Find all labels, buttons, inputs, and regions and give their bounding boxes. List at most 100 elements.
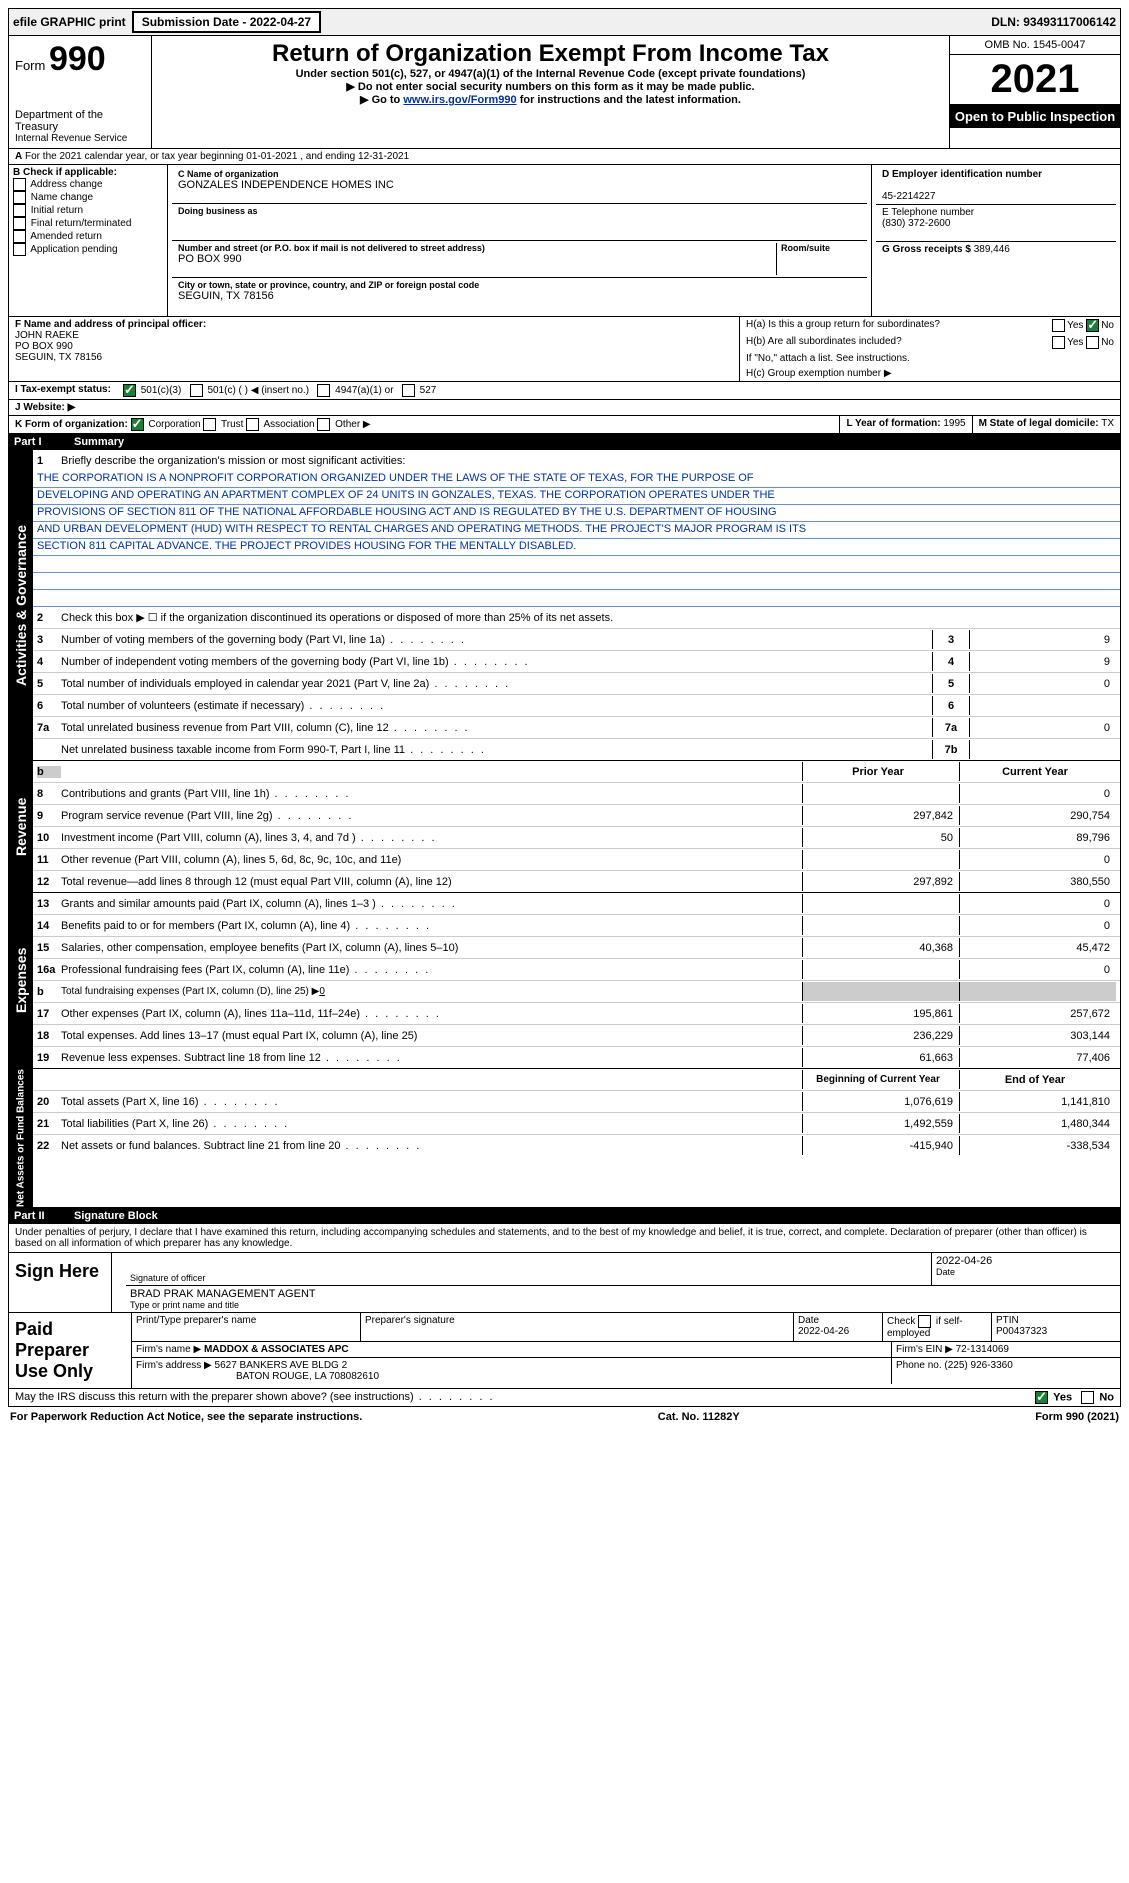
line22-prior: -415,940	[802, 1136, 959, 1155]
ha-yes[interactable]	[1052, 319, 1065, 332]
perjury-declaration: Under penalties of perjury, I declare th…	[8, 1224, 1121, 1253]
line3-val: 9	[970, 630, 1116, 649]
sign-here-block: Sign Here Signature of officer 2022-04-2…	[8, 1253, 1121, 1313]
line17-curr: 257,672	[959, 1004, 1116, 1023]
cb-self-employed[interactable]	[918, 1315, 931, 1328]
part1-bar: Part I Summary	[8, 434, 1121, 450]
cb-trust[interactable]	[203, 418, 216, 431]
line22-curr: -338,534	[959, 1136, 1116, 1155]
sign-here-label: Sign Here	[9, 1253, 112, 1312]
checkbox-final-return[interactable]	[13, 217, 26, 230]
begin-year-hdr: Beginning of Current Year	[802, 1070, 959, 1089]
sidebar-expenses: Expenses	[9, 893, 33, 1068]
line19-text: Revenue less expenses. Subtract line 18 …	[61, 1052, 802, 1064]
irs-link[interactable]: www.irs.gov/Form990	[403, 94, 516, 106]
line16a-text: Professional fundraising fees (Part IX, …	[61, 964, 802, 976]
line7b-val	[970, 740, 1116, 759]
box-d: D Employer identification number 45-2214…	[871, 165, 1120, 316]
checkbox-address-change[interactable]	[13, 178, 26, 191]
cb-4947[interactable]	[317, 384, 330, 397]
line10-prior: 50	[802, 828, 959, 847]
footer-right: Form 990 (2021)	[1035, 1411, 1119, 1423]
officer-name: JOHN RAEKE	[15, 330, 79, 341]
discuss-yes[interactable]	[1035, 1391, 1048, 1404]
paid-preparer-block: Paid Preparer Use Only Print/Type prepar…	[8, 1313, 1121, 1389]
section-expenses: Expenses 13Grants and similar amounts pa…	[8, 893, 1121, 1069]
line-j: J Website: ▶	[8, 400, 1121, 416]
line9-text: Program service revenue (Part VIII, line…	[61, 810, 802, 822]
prep-sig-label: Preparer's signature	[365, 1315, 455, 1326]
line21-curr: 1,480,344	[959, 1114, 1116, 1133]
prior-year-hdr: Prior Year	[802, 762, 959, 781]
line17-prior: 195,861	[802, 1004, 959, 1023]
ha-no[interactable]	[1086, 319, 1099, 332]
officer-group-block: F Name and address of principal officer:…	[8, 317, 1121, 382]
line7b-text: Net unrelated business taxable income fr…	[61, 744, 932, 756]
line11-curr: 0	[959, 850, 1116, 869]
line14-text: Benefits paid to or for members (Part IX…	[61, 920, 802, 932]
checkbox-name-change[interactable]	[13, 191, 26, 204]
mission-l3: PROVISIONS OF SECTION 811 OF THE NATIONA…	[33, 505, 1120, 522]
mission-l1: THE CORPORATION IS A NONPROFIT CORPORATI…	[33, 471, 1120, 488]
checkbox-app-pending[interactable]	[13, 243, 26, 256]
line9-prior: 297,842	[802, 806, 959, 825]
cb-assoc[interactable]	[246, 418, 259, 431]
line21-prior: 1,492,559	[802, 1114, 959, 1133]
section-net-assets: Net Assets or Fund Balances Beginning of…	[8, 1069, 1121, 1208]
line20-prior: 1,076,619	[802, 1092, 959, 1111]
line13-curr: 0	[959, 894, 1116, 913]
line15-prior: 40,368	[802, 938, 959, 957]
gross-value: 389,446	[974, 244, 1010, 255]
box-b-checkboxes: B Check if applicable: Address change Na…	[9, 165, 168, 316]
line15-text: Salaries, other compensation, employee b…	[61, 942, 802, 954]
checkbox-amended[interactable]	[13, 230, 26, 243]
line18-text: Total expenses. Add lines 13–17 (must eq…	[61, 1030, 802, 1042]
section-revenue: Revenue bPrior YearCurrent Year 8Contrib…	[8, 761, 1121, 893]
year-formation: 1995	[943, 418, 965, 429]
cb-corp[interactable]	[131, 418, 144, 431]
firm-phone: (225) 926-3360	[944, 1360, 1012, 1371]
org-address: PO BOX 990	[178, 253, 776, 265]
cb-other[interactable]	[317, 418, 330, 431]
line11-text: Other revenue (Part VIII, column (A), li…	[61, 854, 802, 866]
page-footer: For Paperwork Reduction Act Notice, see …	[8, 1407, 1121, 1427]
cb-501c[interactable]	[190, 384, 203, 397]
cb-501c3[interactable]	[123, 384, 136, 397]
tax-year: 2021	[950, 55, 1120, 105]
line5-val: 0	[970, 674, 1116, 693]
line8-text: Contributions and grants (Part VIII, lin…	[61, 788, 802, 800]
ha-label: H(a) Is this a group return for subordin…	[746, 319, 940, 332]
submission-date-button[interactable]: Submission Date - 2022-04-27	[132, 11, 321, 33]
sig-date: 2022-04-26	[936, 1255, 1116, 1267]
part2-bar: Part II Signature Block	[8, 1208, 1121, 1224]
discuss-row: May the IRS discuss this return with the…	[8, 1389, 1121, 1407]
org-name: GONZALES INDEPENDENCE HOMES INC	[178, 179, 861, 191]
sign-arrow-icon	[112, 1253, 126, 1312]
cb-527[interactable]	[402, 384, 415, 397]
sidebar-governance: Activities & Governance	[9, 450, 33, 760]
hb-yes[interactable]	[1052, 336, 1065, 349]
ptin-label: PTIN	[996, 1315, 1019, 1326]
line4-val: 9	[970, 652, 1116, 671]
mission-l2: DEVELOPING AND OPERATING AN APARTMENT CO…	[33, 488, 1120, 505]
room-label: Room/suite	[781, 243, 861, 253]
line22-text: Net assets or fund balances. Subtract li…	[61, 1140, 802, 1152]
discuss-no[interactable]	[1081, 1391, 1094, 1404]
line19-curr: 77,406	[959, 1048, 1116, 1067]
checkbox-initial-return[interactable]	[13, 204, 26, 217]
line-i: I Tax-exempt status: 501(c)(3) 501(c) ( …	[8, 382, 1121, 400]
dba-label: Doing business as	[178, 206, 861, 216]
line20-text: Total assets (Part X, line 16)	[61, 1096, 802, 1108]
line6-text: Total number of volunteers (estimate if …	[61, 700, 932, 712]
ein-label: D Employer identification number	[882, 169, 1042, 180]
org-name-label: C Name of organization	[178, 169, 861, 179]
curr-year-hdr: Current Year	[959, 762, 1116, 781]
mission-blank3	[33, 590, 1120, 607]
line11-prior	[802, 850, 959, 869]
line6-val	[970, 696, 1116, 715]
hb-no[interactable]	[1086, 336, 1099, 349]
line20-curr: 1,141,810	[959, 1092, 1116, 1111]
dln-label: DLN: 93493117006142	[991, 15, 1116, 29]
line9-curr: 290,754	[959, 806, 1116, 825]
line3-text: Number of voting members of the governin…	[61, 634, 932, 646]
